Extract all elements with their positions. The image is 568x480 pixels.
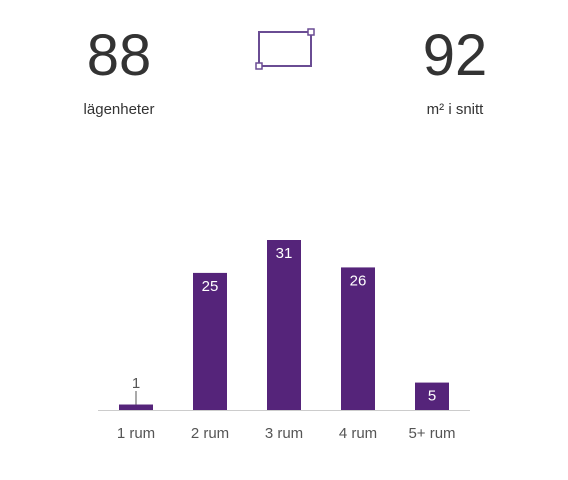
x-tick-label-5: 5+ rum <box>408 425 455 442</box>
x-tick-label-3: 3 rum <box>265 425 303 442</box>
stat-average-area: 92 m² i snitt <box>380 24 530 120</box>
x-tick-label-2: 2 rum <box>191 425 229 442</box>
bar-3 <box>267 240 301 410</box>
stat-apartments: 88 lägenheter <box>44 24 194 120</box>
bar-value-label-1: 1 <box>132 375 140 392</box>
bar-value-label-4: 26 <box>350 272 367 289</box>
bar-5 <box>415 382 449 410</box>
average-area-value: 92 <box>422 23 488 88</box>
apartments-count: 88 <box>86 23 152 88</box>
bar-value-label-3: 31 <box>276 245 293 262</box>
bar-2 <box>193 272 227 410</box>
apartments-label: lägenheter <box>83 101 155 118</box>
x-tick-label-1: 1 rum <box>117 425 155 442</box>
bar-4 <box>341 267 375 410</box>
area-rectangle-icon <box>255 28 315 70</box>
x-tick-label-4: 4 rum <box>339 425 377 442</box>
bar-value-label-2: 25 <box>202 278 219 295</box>
average-area-label: m² i snitt <box>426 101 484 118</box>
bar-1 <box>119 404 153 410</box>
bar-value-label-5: 5 <box>428 388 436 405</box>
